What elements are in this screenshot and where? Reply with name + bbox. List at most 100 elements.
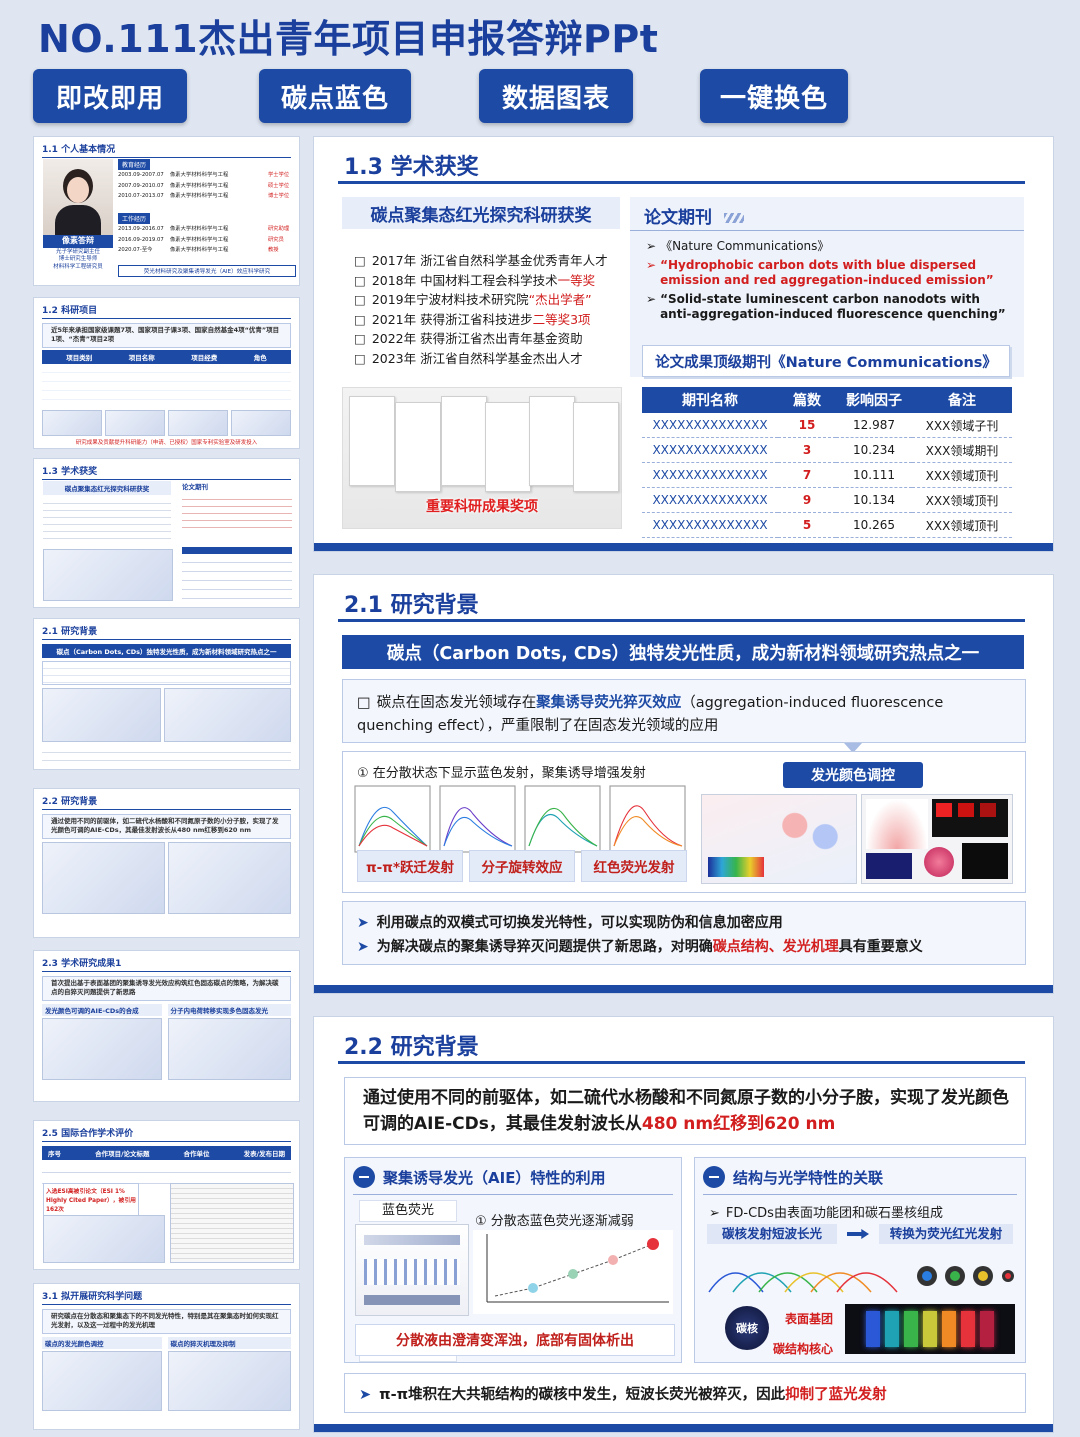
thumb-2-2[interactable]: 2.2 研究背景 通过使用不同的前驱体，如二硫代水杨酸和不同氮原子数的小分子胺，… [33,788,300,938]
col-header: 项目名称 [128,353,155,362]
col-header: 期刊名称 [642,387,778,413]
chip-rotation[interactable]: 分子旋转效应 [469,850,575,882]
thumb-table-head: 序号 合作项目/论文标题 合作单位 发表/发布日期 [42,1146,291,1160]
edu-school: 像素大学材料科学与工程 [170,193,229,199]
thumb-paper [170,1183,294,1263]
heading-rule [338,1061,1025,1064]
work-role: 研究助理 [268,226,290,232]
table-row: XXXXXXXXXXXXXX 3 10.234 XXX领域期刊 [642,437,1012,463]
thumb-note: 入选ESI高被引论文（ESI 1% Highly Cited Paper），被引… [43,1183,139,1216]
arrow-right-icon [847,1229,869,1239]
table-row: XXXXXXXXXXXXXX 15 12.987 XXX领域子刊 [642,413,1012,438]
award-item: 2019年宁波材料技术研究院“杰出学者” [354,290,634,310]
double-arrow-icon: ➤ [357,915,369,931]
edu-degree: 硕士学位 [268,182,290,189]
profile-footer: 荧光材料研究及聚集诱导发光（AIE）效应科学研究 [118,265,296,277]
thumb-intro: 通过使用不同的前驱体，如二硫代水杨酸和不同氮原子数的小分子胺，实现了发光颜色可调… [42,814,291,839]
col-header: 项目经费 [191,353,218,362]
col-header: 角色 [253,353,267,362]
thumb-list [43,497,171,545]
thumb-1-2[interactable]: 1.2 科研项目 近5年来承担国家级课题7项、国家项目子课3项、国家自然基金4项… [33,297,300,449]
thumb-1-3[interactable]: 1.3 学术获奖 碳点聚集态红光探究科研获奖 论文期刊 [33,458,300,608]
thumb-1-1[interactable]: 1.1 个人基本情况 像素答辩 光子学研究副主任 博士研究生导师 材料科学工程研… [33,136,300,286]
energy-diagram [355,1224,469,1316]
step-label: ① 分散态蓝色荧光逐渐减弱 [475,1214,634,1229]
work-label: 工作经历 [118,213,151,224]
research-banner: 碳点（Carbon Dots, CDs）独特发光性质，成为新材料领域研究热点之一 [342,635,1024,669]
blue-fluor-label: 蓝色荧光 [359,1200,457,1222]
work-org: 像素大学材料科学与工程 [170,247,229,253]
edu-degree: 学士学位 [268,172,290,178]
profile-photo [43,159,113,235]
thumb-chart [43,1215,165,1263]
thumb-figures [42,841,291,914]
journal-list: ➢ 《Nature Communications》 ➢ “Hydrophobic c… [646,239,1014,323]
edu-label: 教育经历 [118,159,151,170]
table-row: XXXXXXXXXXXXXX 9 10.134 XXX领域顶刊 [642,487,1012,513]
slide-heading: 1.3 学术获奖 [344,155,479,180]
chip-pi-transition[interactable]: π-π*跃迁发射 [357,850,463,882]
thumb-journal-text [182,493,292,533]
journal-table: 期刊名称 篇数 影响因子 备注 XXXXXXXXXXXXXX 15 12.987 XX… [642,387,1012,538]
emission-box: ① 在分散状态下显示蓝色发射，聚集诱导增强发射 π-π*跃迁发射 分子旋转效应 … [342,751,1026,893]
award-item: 2022年 获得浙江省杰出青年基金资助 [354,329,634,349]
structure-title: 结构与光学特性的关联 [703,1166,883,1188]
slide-heading: 2.1 研究背景 [344,593,479,618]
structure-rule [703,1194,1017,1195]
carbon-core-label: 碳核 [736,1322,758,1335]
color-tuning-figure-a [701,794,857,884]
thumb-table-body [42,1162,291,1184]
slide-footer-bar [314,985,1053,993]
thumb-heading: 1.3 学术获奖 [34,459,299,482]
work-date: 2013.09-2016.07 [118,226,164,232]
bullet-1: ➤ 利用碳点的双模式可切换发光特性，可以实现防伪和信息加密应用 [357,915,783,931]
stripes-icon [723,213,744,223]
thumb-journal-table [182,547,292,606]
tag-red-emission: 转换为荧光红光发射 [879,1224,1013,1244]
emission-subtitle: ① 在分散状态下显示蓝色发射，聚集诱导增强发射 [357,766,646,781]
slide-2-1: 2.1 研究背景 碳点（Carbon Dots, CDs）独特发光性质，成为新材… [313,574,1054,994]
thumb-heading: 2.2 研究背景 [34,789,299,812]
intro-text: 通过使用不同的前驱体，如二硫代水杨酸和不同氮原子数的小分子胺，实现了发光颜色可调… [363,1088,1009,1134]
thumb-right-title: 碳点的猝灭机理及抑制 [167,1336,291,1349]
thumb-intro: 研究碳点在分散态和聚集态下的不同发光特性，特别是其在聚集态时如何实现红光发射，以… [42,1309,291,1334]
thumb-2-1[interactable]: 2.1 研究背景 碳点（Carbon Dots, CDs）独特发光性质，成为新材… [33,618,300,770]
award-item: 2023年 浙江省自然科学基金杰出人才 [354,349,634,369]
mini-figures [42,409,291,436]
tag-charts[interactable]: 数据图表 [479,69,633,123]
thumb-heading: 1.2 科研项目 [34,298,299,321]
tag-edit[interactable]: 即改即用 [33,69,187,123]
thumb-left-title: 发光颜色可调的AIE-CDs的合成 [42,1003,162,1016]
work-date: 2020.07-至今 [118,247,153,253]
chip-red-emission[interactable]: 红色荧光发射 [581,850,687,882]
journal-title-text: 论文期刊 [644,208,712,228]
thumb-3-1[interactable]: 3.1 拟开展研究科学问题 研究碳点在分散态和聚集态下的不同发光特性，特别是其在… [33,1283,300,1430]
work-role: 教授 [268,247,279,253]
thumb-box [42,661,291,685]
slide-1-3: 1.3 学术获奖 碳点聚集态红光探究科研获奖 2017年 浙江省自然科学基金优秀… [313,136,1054,552]
thumb-intro: 近5年来承担国家级课题7项、国家项目子课3项、国家自然基金4项“优青”项目1项、… [42,323,291,348]
thumb-2-5[interactable]: 2.5 国际合作学术评价 序号 合作项目/论文标题 合作单位 发表/发布日期 入选ES… [33,1120,300,1270]
col-header: 备注 [912,387,1012,413]
aie-box: 聚集诱导发光（AIE）特性的利用 蓝色荧光 ① 分散态蓝色荧光逐渐减弱 多色荧光… [344,1157,682,1363]
edu-school: 像素大学材料科学与工程 [170,182,229,189]
color-tuning-figure-b [861,794,1013,884]
col-header: 合作项目/论文标题 [95,1150,150,1158]
problem-box: □ 碳点在固态发光领域存在聚集诱导荧光猝灭效应（aggregation-induc… [342,679,1026,743]
journal-title: 论文期刊 [644,203,744,228]
work-role: 研究员 [268,236,284,243]
col-header: 合作单位 [183,1150,210,1158]
arrow-down-icon [844,743,862,753]
surface-group-label: 表面基团 [785,1312,834,1326]
thumb-journal: 论文期刊 [182,483,208,491]
thumb-banner: 碳点（Carbon Dots, CDs）独特发光性质，成为新材料领域研究热点之一 [42,644,291,658]
slide-heading: 2.2 研究背景 [344,1035,479,1060]
tag-carbon-blue[interactable]: 碳点蓝色 [259,69,411,123]
thumb-2-3[interactable]: 2.3 学术研究成果1 首次提出基于表面基团的聚集诱导发光效应构筑红色固态碳点的… [33,950,300,1102]
emission-curves [708,1266,1014,1293]
tag-recolor[interactable]: 一键换色 [700,69,848,123]
journal-top-box: 论文成果顶级期刊《Nature Communications》 [642,345,1010,377]
problem-text: □ 碳点在固态发光领域存在聚集诱导荧光猝灭效应（aggregation-induc… [357,695,944,734]
slide-2-2: 2.2 研究背景 通过使用不同的前驱体，如二硫代水杨酸和不同氮原子数的小分子胺，… [313,1016,1054,1433]
col-header: 篇数 [778,387,836,413]
